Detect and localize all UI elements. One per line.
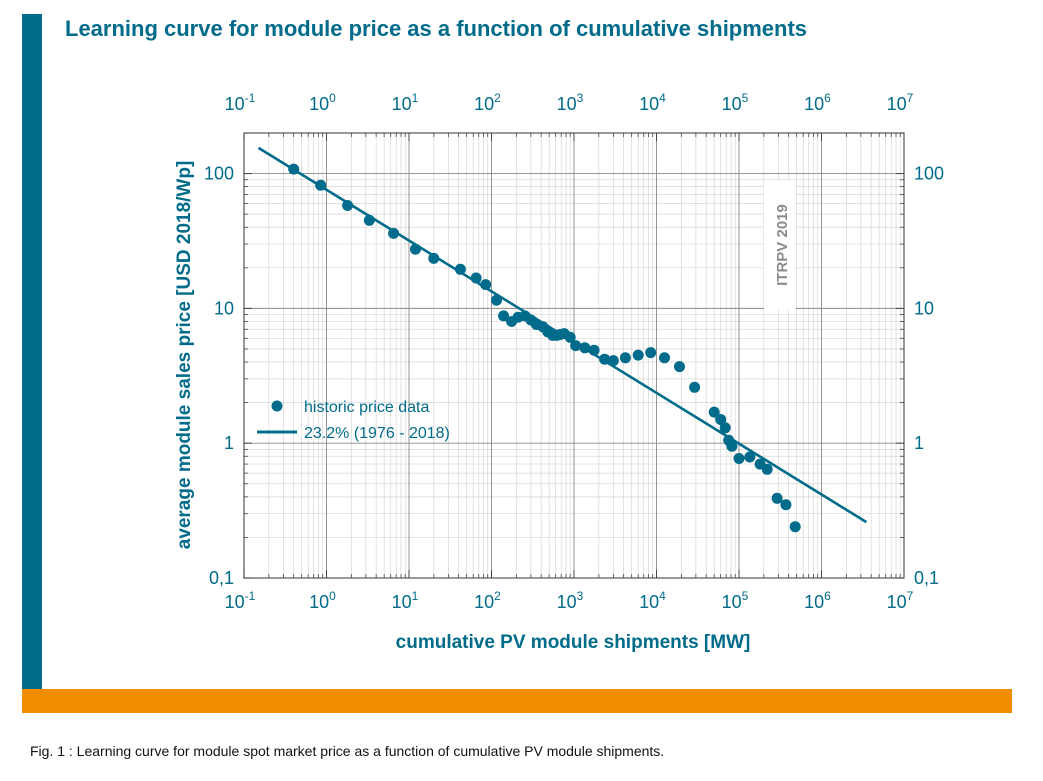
x-tick-label-top: 106 [804,91,831,114]
x-tick-label: 105 [722,589,749,612]
y-tick-labels-left: 0,1 1 10 100 [204,164,234,588]
x-tick-labels-bottom: 10-1 100 101 102 103 104 105 106 107 [225,589,914,612]
learning-curve-chart: 10-1 100 101 102 103 104 105 106 107 10-1 100 101 1… [174,91,944,653]
y-tick-labels-right: 0,1 1 10 100 [914,164,944,588]
y-tick-label-right: 10 [914,298,934,318]
price-data-point [733,453,745,464]
price-data-point [744,451,756,463]
x-tick-label: 10-1 [225,589,256,612]
x-tick-label-top: 105 [722,91,749,114]
y-tick-label: 0,1 [209,568,234,588]
x-tick-label: 103 [557,589,584,612]
accent-sidebar [22,14,42,689]
series-layer [257,146,868,533]
legend: historic price data 23.2% (1976 - 2018) [257,399,450,442]
price-data-point [761,463,773,475]
x-tick-label: 101 [392,589,419,612]
price-data-point [771,492,783,504]
price-data-point [689,381,701,393]
x-tick-labels-top: 10-1 100 101 102 103 104 105 106 107 [225,91,914,114]
price-data-point [454,263,466,275]
y-tick-label: 1 [224,433,234,453]
x-tick-label-top: 101 [392,91,419,114]
price-data-point [632,349,644,361]
y-tick-label-right: 0,1 [914,568,939,588]
orange-footer-bar [22,689,1012,713]
price-data-point [719,422,731,434]
price-data-point [708,406,720,418]
legend-label-line: 23.2% (1976 - 2018) [304,425,450,442]
x-tick-label: 104 [639,589,666,612]
price-data-point [342,200,354,211]
legend-label-scatter: historic price data [304,399,429,416]
price-data-point [674,361,685,373]
price-data-point [726,440,738,452]
major-grid [243,133,904,579]
figure-caption: Fig. 1 : Learning curve for module spot … [30,743,665,759]
y-tick-label: 10 [214,298,234,318]
itrpv-annotation: ITRPV 2019 [774,204,791,286]
x-tick-label-top: 103 [557,91,584,114]
legend-marker-scatter [271,400,283,412]
price-data-point [498,310,510,322]
price-data-point [619,352,631,364]
x-tick-label: 100 [309,589,336,612]
price-data-point [428,252,440,264]
x-axis-label: cumulative PV module shipments [MW] [396,632,751,653]
y-axis-label: average module sales price [USD 2018/Wp] [174,161,195,550]
x-tick-label: 106 [804,589,831,612]
x-tick-label: 102 [474,589,501,612]
x-tick-label-top: 102 [474,91,501,114]
axis-ticks [243,132,904,579]
x-tick-label: 107 [887,589,914,612]
y-tick-label: 100 [204,164,234,184]
chart-title: Learning curve for module price as a fun… [65,16,808,41]
price-data-point [715,414,727,425]
minor-grid [244,132,904,578]
x-tick-label-top: 10-1 [225,91,256,114]
learning-rate-fit-line [257,146,868,524]
x-tick-label-top: 104 [639,91,666,114]
y-tick-label-right: 100 [914,164,944,184]
price-data-point [659,352,670,364]
x-tick-label-top: 100 [309,91,336,114]
price-data-point [645,347,657,359]
y-tick-label-right: 1 [914,433,924,453]
x-tick-label-top: 107 [887,91,914,114]
price-data-point [789,521,801,533]
annotation-box [764,180,796,310]
price-data-point [780,499,792,511]
